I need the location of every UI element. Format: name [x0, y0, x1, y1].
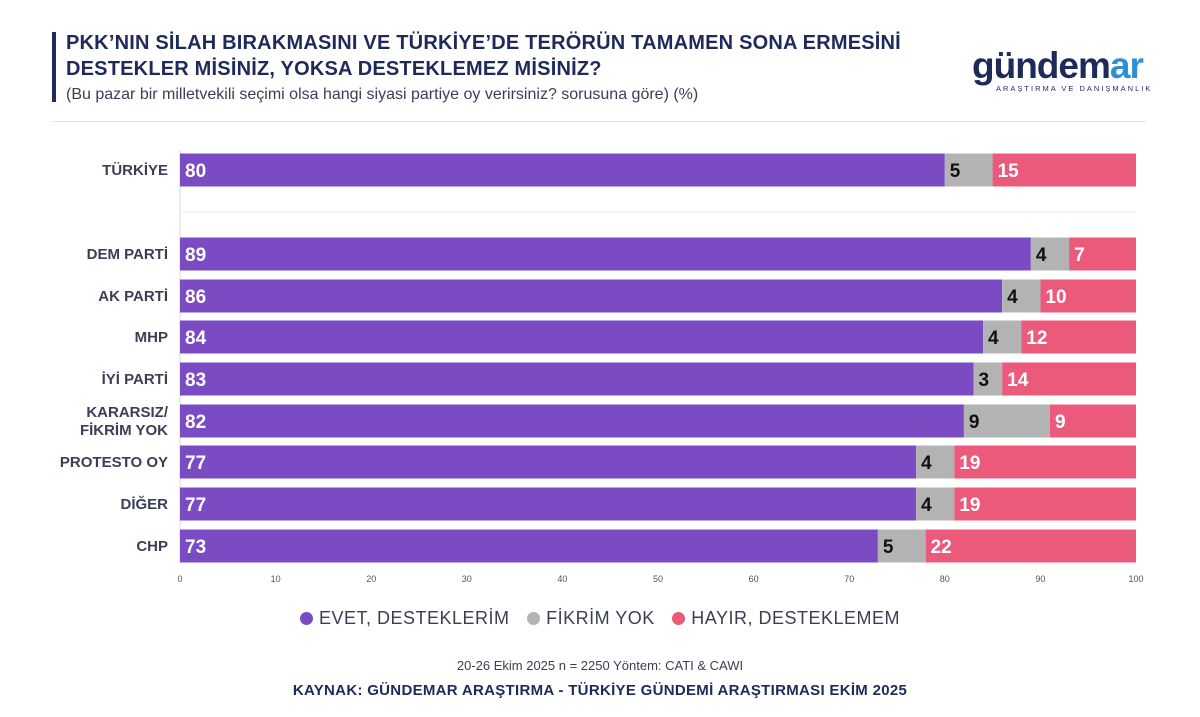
data-label: 4 [1007, 287, 1018, 308]
chart-legend: EVET, DESTEKLERİM FİKRİM YOK HAYIR, DEST… [0, 608, 1200, 630]
data-label: 9 [969, 412, 980, 433]
bar-segment-fi-kri-m-yok [944, 153, 993, 187]
data-label: 83 [185, 370, 206, 391]
category-label: PROTESTO OY [60, 454, 168, 471]
bar-segment-hayir-desteklemem [1049, 404, 1136, 438]
data-label: 80 [185, 161, 206, 182]
survey-note: 20-26 Ekim 2025 n = 2250 Yöntem: CATI & … [456, 658, 744, 673]
bar-segment-fi-kri-m-yok [983, 320, 1022, 354]
data-label: 7 [1074, 245, 1085, 266]
bar-segment-hayir-desteklemem [954, 445, 1136, 479]
x-tick-label: 20 [366, 574, 376, 584]
category-label: DEM PARTİ [87, 246, 168, 263]
legend-item-evet: EVET, DESTEKLERİM [300, 608, 510, 629]
gundemar-logo: gündemar ARAŞTIRMA VE DANIŞMANLIK [972, 46, 1152, 96]
bar-segment-fi-kri-m-yok [973, 362, 1003, 396]
x-tick-label: 0 [177, 574, 182, 584]
logo-tagline: ARAŞTIRMA VE DANIŞMANLIK [996, 84, 1153, 93]
x-tick-label: 50 [653, 574, 663, 584]
category-label: İYİ PARTİ [102, 371, 168, 388]
title-accent-bar [52, 32, 56, 102]
data-label: 82 [185, 412, 206, 433]
data-label: 4 [988, 328, 999, 349]
logo-word-main: gündem [972, 45, 1111, 86]
category-label: KARARSIZ/FİKRİM YOK [80, 404, 169, 439]
bar-segment-fi-kri-m-yok [916, 445, 955, 479]
bar-segment-fi-kri-m-yok [916, 487, 955, 521]
data-label: 77 [185, 495, 206, 516]
stacked-bar-chart: TÜRKİYE 80 5 15 DEM PARTİ 89 4 7 AK PARTİ 86 4 10 MH… [60, 150, 1144, 584]
data-label: 14 [1007, 370, 1029, 391]
data-label: 22 [931, 537, 952, 558]
bar-segment-hayir-desteklemem [1021, 320, 1136, 354]
chart-title: PKK’NIN SİLAH BIRAKMASINI VE TÜRKİYE’DE … [66, 32, 901, 80]
bar-segment-hayir-desteklemem [925, 529, 1136, 563]
data-label: 9 [1055, 412, 1066, 433]
data-label: 19 [959, 453, 980, 474]
x-tick-label: 40 [557, 574, 567, 584]
legend-label-fikrim-yok: FİKRİM YOK [546, 608, 655, 628]
bar-segment-fi-kri-m-yok [963, 404, 1050, 438]
data-label: 10 [1045, 287, 1066, 308]
data-label: 4 [1036, 245, 1047, 266]
data-label: 5 [883, 537, 894, 558]
legend-item-hayir: HAYIR, DESTEKLEMEM [672, 608, 900, 629]
category-label: AK PARTİ [98, 288, 168, 305]
x-tick-label: 30 [462, 574, 472, 584]
legend-item-fikrim-yok: FİKRİM YOK [527, 608, 655, 629]
bar-segment-evet-destekleri-m [180, 153, 945, 187]
x-tick-label: 60 [749, 574, 759, 584]
bar-segment-fi-kri-m-yok [877, 529, 926, 563]
bar-segment-evet-destekleri-m [180, 404, 964, 438]
data-label: 89 [185, 245, 206, 266]
bar-segment-fi-kri-m-yok [1002, 279, 1041, 313]
logo-wordmark: gündemar [972, 46, 1152, 86]
bar-segment-evet-destekleri-m [180, 487, 917, 521]
header-divider [52, 121, 1146, 122]
bar-segment-hayir-desteklemem [1069, 237, 1136, 271]
category-label: MHP [135, 329, 168, 346]
logo-word-accent: ar [1109, 45, 1144, 86]
bar-segment-evet-destekleri-m [180, 529, 878, 563]
source-line: KAYNAK: GÜNDEMAR ARAŞTIRMA - TÜRKİYE GÜN… [292, 682, 908, 699]
data-label: 15 [998, 161, 1020, 182]
data-label: 19 [959, 495, 980, 516]
data-label: 77 [185, 453, 206, 474]
bar-segment-evet-destekleri-m [180, 279, 1003, 313]
data-label: 3 [978, 370, 989, 391]
data-label: 73 [185, 537, 206, 558]
category-label: CHP [136, 538, 168, 555]
legend-dot-hayir [672, 612, 686, 625]
x-tick-label: 10 [271, 574, 281, 584]
data-label: 4 [921, 495, 932, 516]
bar-segment-evet-destekleri-m [180, 237, 1031, 271]
bar-segment-hayir-desteklemem [1040, 279, 1136, 313]
legend-dot-evet [300, 612, 313, 625]
category-label: TÜRKİYE [102, 162, 168, 179]
bar-segment-fi-kri-m-yok [1030, 237, 1070, 271]
data-label: 84 [185, 328, 207, 349]
bar-segment-evet-destekleri-m [180, 362, 974, 396]
legend-label-evet: EVET, DESTEKLERİM [319, 608, 510, 628]
data-label: 4 [921, 453, 932, 474]
category-label: DİĞER [120, 495, 168, 513]
bar-segment-hayir-desteklemem [1002, 362, 1136, 396]
x-tick-label: 100 [1128, 574, 1143, 584]
chart-subtitle: (Bu pazar bir milletvekili seçimi olsa h… [66, 86, 699, 103]
x-tick-label: 80 [940, 574, 950, 584]
data-label: 86 [185, 287, 206, 308]
x-tick-label: 70 [844, 574, 854, 584]
data-label: 12 [1026, 328, 1047, 349]
bar-segment-evet-destekleri-m [180, 445, 917, 479]
legend-dot-fikrim-yok [527, 612, 541, 625]
bar-segment-hayir-desteklemem [992, 153, 1136, 187]
x-tick-label: 90 [1035, 574, 1045, 584]
bar-segment-hayir-desteklemem [954, 487, 1136, 521]
data-label: 5 [950, 161, 961, 182]
legend-label-hayir: HAYIR, DESTEKLEMEM [691, 608, 900, 628]
bar-segment-evet-destekleri-m [180, 320, 984, 354]
